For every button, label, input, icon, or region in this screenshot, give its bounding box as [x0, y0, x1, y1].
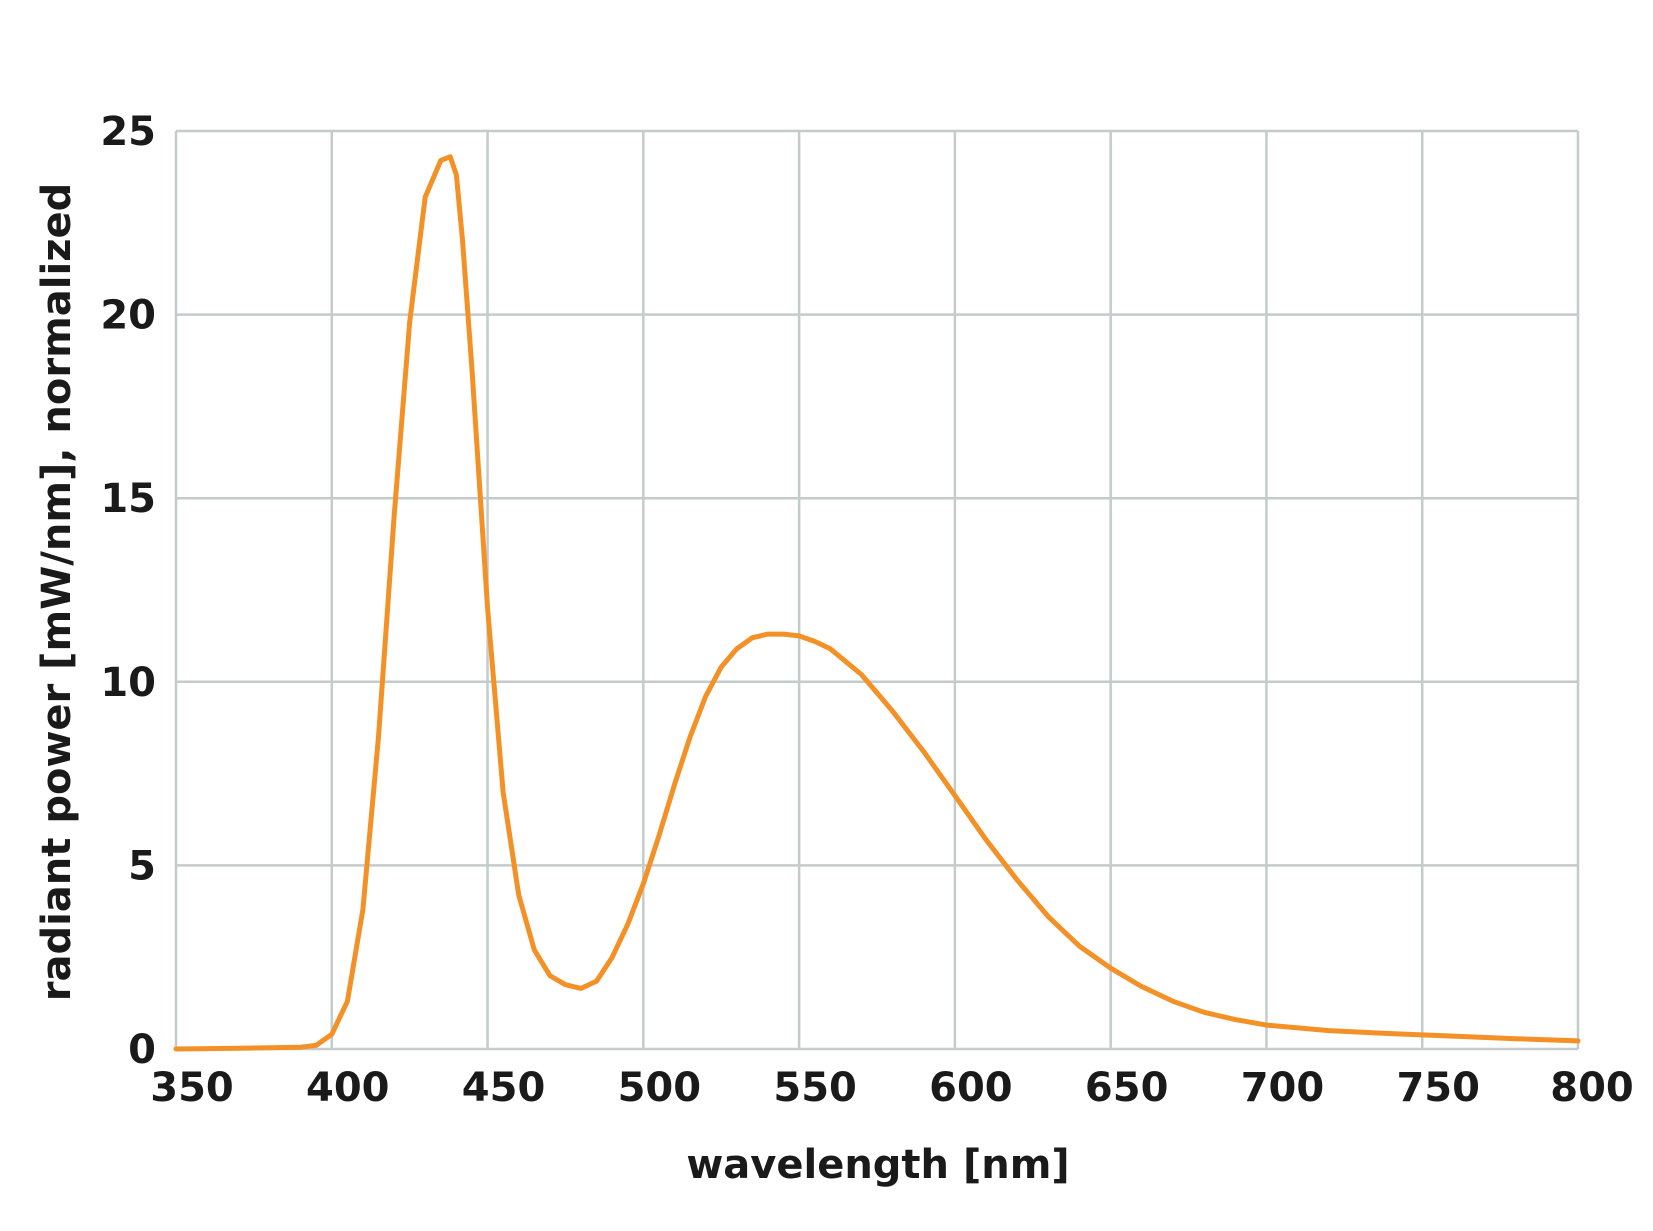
- x-axis-title: wavelength [nm]: [686, 1142, 1069, 1188]
- x-tick-label: 500: [618, 1065, 702, 1111]
- y-axis-title: radiant power [mW/nm], normalized: [34, 183, 80, 1002]
- x-tick-label: 800: [1550, 1065, 1634, 1111]
- y-tick-label: 10: [100, 660, 156, 706]
- x-tick-label: 350: [150, 1065, 234, 1111]
- x-tick-label: 450: [462, 1065, 546, 1111]
- x-tick-label: 750: [1396, 1065, 1480, 1111]
- x-tick-label: 600: [929, 1065, 1013, 1111]
- y-tick-label: 20: [100, 293, 156, 339]
- x-axis-tick-labels: 350 400 450 500 550 600 650 700 750 800: [150, 1065, 1634, 1111]
- x-tick-label: 550: [773, 1065, 857, 1111]
- vertical-gridlines: [174, 131, 1580, 1049]
- y-tick-label: 25: [100, 109, 156, 155]
- x-tick-label: 400: [306, 1065, 390, 1111]
- horizontal-gridlines: [176, 129, 1578, 1051]
- y-tick-label: 0: [128, 1027, 156, 1073]
- x-tick-label: 650: [1085, 1065, 1169, 1111]
- y-tick-label: 15: [100, 476, 156, 522]
- y-tick-label: 5: [128, 843, 156, 889]
- y-axis-tick-labels: 0 5 10 15 20 25: [100, 109, 156, 1073]
- spectrum-line: [173, 154, 1581, 1052]
- x-tick-label: 700: [1241, 1065, 1325, 1111]
